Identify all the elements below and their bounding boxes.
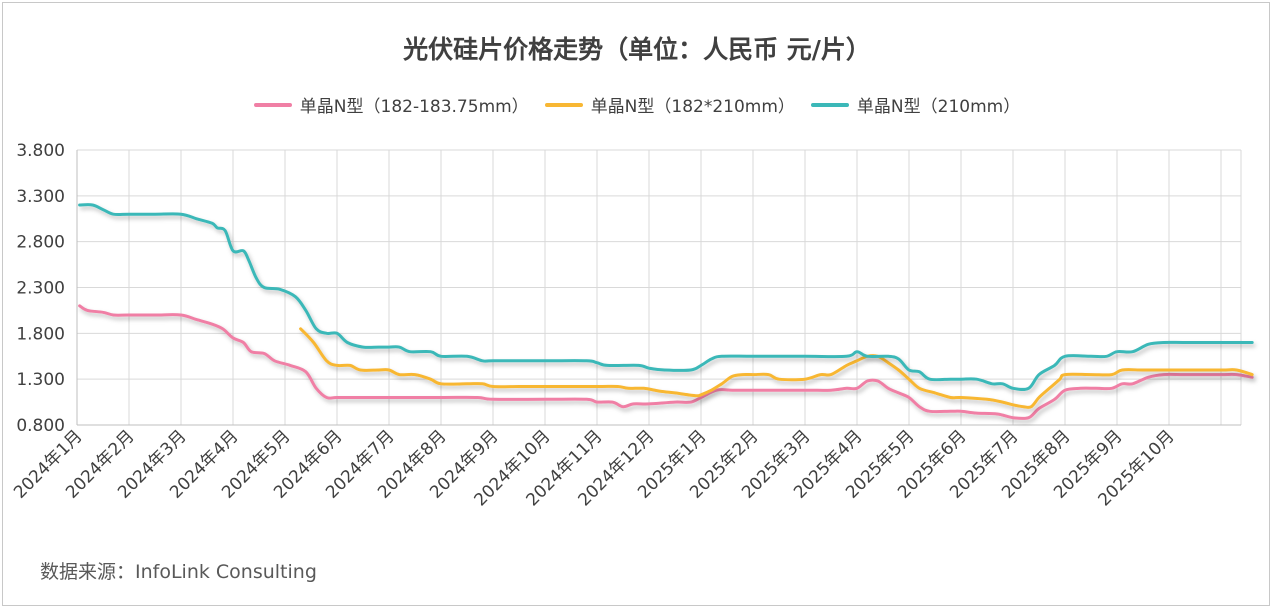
legend-swatch-series-3 (810, 102, 849, 107)
legend-swatch-series-1 (253, 102, 292, 107)
series-line-3[interactable] (78, 203, 1254, 392)
data-source-note: 数据来源：InfoLink Consulting (40, 561, 317, 583)
series-line-1[interactable] (78, 304, 1254, 421)
x-tick-labels: 2024年1月2024年2月2024年3月2024年4月2024年5月2024年… (10, 426, 1178, 510)
y-tick-label: 2.800 (16, 233, 65, 253)
y-tick-labels: 0.800 1.300 1.800 2.300 2.800 3.300 3.800 (16, 141, 65, 436)
axes (76, 150, 1241, 426)
legend-label-series-3: 单晶N型（210mm） (856, 97, 1021, 117)
y-tick-label: 1.300 (16, 370, 65, 390)
series-line-2[interactable] (299, 327, 1254, 409)
legend-item-series-1[interactable]: 单晶N型（182-183.75mm） (253, 92, 529, 117)
series-lines (78, 203, 1254, 421)
y-tick-label: 2.300 (16, 279, 65, 299)
legend-label-series-2: 单晶N型（182*210mm） (590, 97, 795, 117)
legend-swatch-series-2 (544, 102, 583, 107)
legend-label-series-1: 单晶N型（182-183.75mm） (299, 97, 529, 117)
chart-legend: 单晶N型（182-183.75mm） 单晶N型（182*210mm） 单晶N型（… (0, 92, 1274, 117)
y-tick-label: 3.300 (16, 187, 65, 207)
legend-item-series-3[interactable]: 单晶N型（210mm） (810, 92, 1021, 117)
legend-item-series-2[interactable]: 单晶N型（182*210mm） (544, 92, 795, 117)
y-tick-label: 0.800 (16, 416, 65, 436)
y-tick-label: 3.800 (16, 141, 65, 161)
grid-lines (77, 149, 1242, 425)
y-tick-label: 1.800 (16, 324, 65, 344)
chart-title: 光伏硅片价格走势（单位：人民币 元/片） (403, 35, 871, 64)
